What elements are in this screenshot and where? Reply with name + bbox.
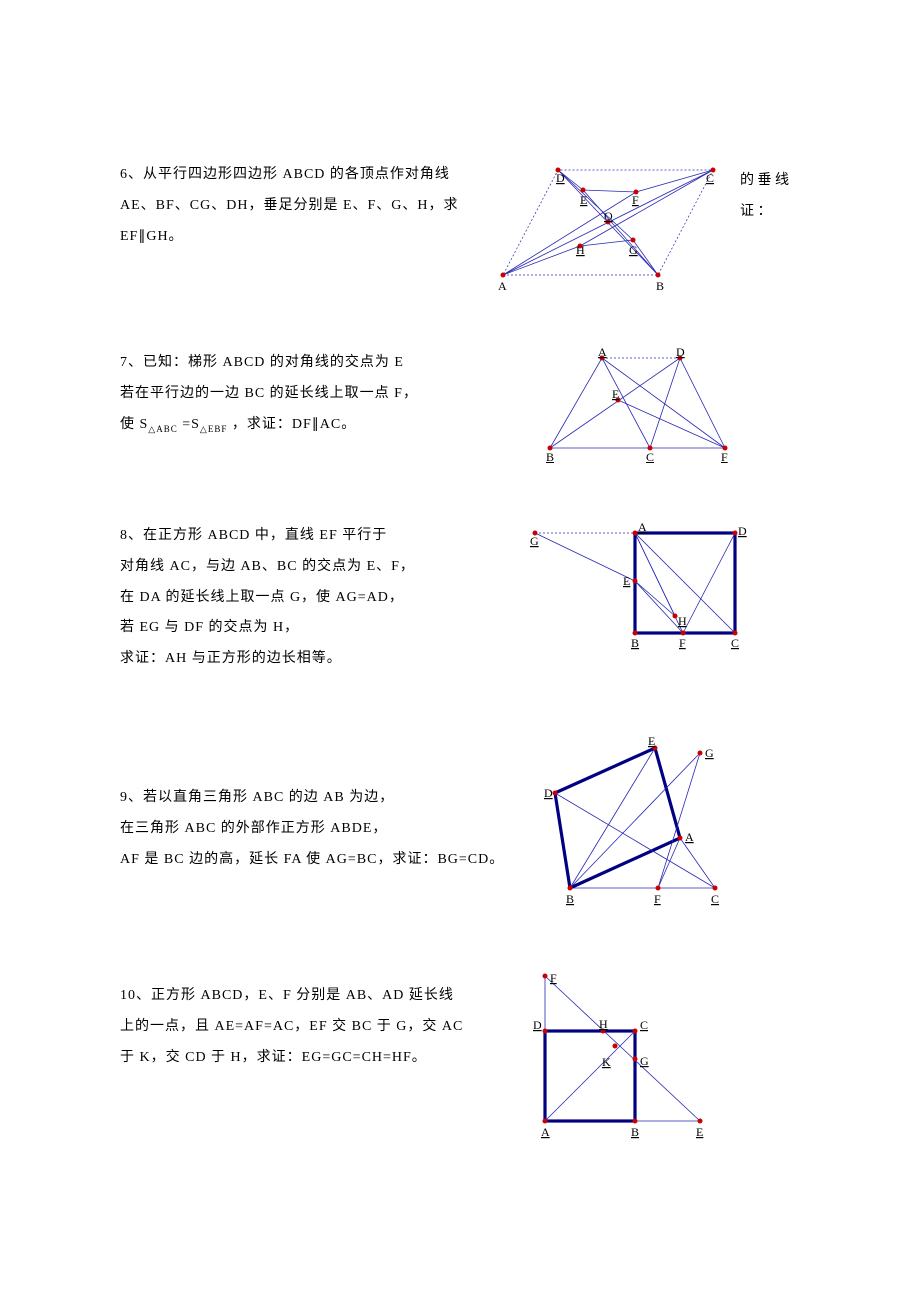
p8-line4: 若 EG 与 DF 的交点为 H， xyxy=(120,613,460,644)
figure-7-label-d: D xyxy=(676,348,685,359)
figure-6-label-h: H xyxy=(576,243,585,257)
figure-9-label-g: G xyxy=(705,746,714,760)
problem-9-figure: B C A F D E G xyxy=(540,733,735,908)
problem-10-text: 10、正方形 ABCD，E、F 分别是 AB、AD 延长线 上的一点，且 AE=… xyxy=(120,981,490,1073)
problem-6: 6、从平行四边形四边形 ABCD 的各顶点作对角线 AE、BF、CG、DH，垂足… xyxy=(120,160,810,290)
p7-l3-mid: =S xyxy=(178,417,200,432)
figure-10-label-e: E xyxy=(696,1125,703,1139)
figure-7-svg: A D B C F E xyxy=(540,348,740,463)
figure-6-label-f: F xyxy=(632,193,639,207)
p7-l3-sub2: △EBF xyxy=(200,423,227,433)
p9-line3: AF 是 BC 边的高，延长 FA 使 AG=BC，求证：BG=CD。 xyxy=(120,845,530,876)
figure-10-label-d: D xyxy=(533,1018,542,1032)
p8-line5: 求证：AH 与正方形的边长相等。 xyxy=(120,644,460,675)
figure-7-label-c: C xyxy=(646,450,654,463)
figure-8-label-e: E xyxy=(623,574,630,588)
p10-line3: 于 K，交 CD 于 H，求证：EG=GC=CH=HF。 xyxy=(120,1043,490,1074)
p10-line1: 10、正方形 ABCD，E、F 分别是 AB、AD 延长线 xyxy=(120,981,490,1012)
p8-line2: 对角线 AC，与边 AB、BC 的交点为 E、F， xyxy=(120,552,460,583)
figure-10-label-b: B xyxy=(631,1125,639,1139)
figure-8-label-d: D xyxy=(738,524,747,538)
figure-6-label-o: O xyxy=(604,209,613,223)
figure-9-label-c: C xyxy=(711,892,719,906)
figure-8-label-b: B xyxy=(631,636,639,650)
figure-10-svg: A B C D E F G H K xyxy=(520,966,720,1141)
figure-7-label-f: F xyxy=(721,450,728,463)
problem-8-text: 8、在正方形 ABCD 中，直线 EF 平行于 对角线 AC，与边 AB、BC … xyxy=(120,521,460,675)
figure-8-label-h: H xyxy=(678,614,687,628)
figure-7-label-a: A xyxy=(598,348,607,359)
p9-line2: 在三角形 ABC 的外部作正方形 ABDE， xyxy=(120,814,530,845)
problem-9: 9、若以直角三角形 ABC 的边 AB 为边， 在三角形 ABC 的外部作正方形… xyxy=(120,733,810,908)
figure-10-label-g: G xyxy=(640,1054,649,1068)
p8-line1: 8、在正方形 ABCD 中，直线 EF 平行于 xyxy=(120,521,460,552)
figure-8-svg: G A D B C E F H xyxy=(520,521,755,651)
figure-6-svg: A B C D E F G H O xyxy=(488,160,728,290)
problem-7-text: 7、已知：梯形 ABCD 的对角线的交点为 E 若在平行边的一边 BC 的延长线… xyxy=(120,348,460,440)
figure-8-label-g: G xyxy=(530,534,539,548)
figure-9-label-d: D xyxy=(544,786,553,800)
problem-9-text: 9、若以直角三角形 ABC 的边 AB 为边， 在三角形 ABC 的外部作正方形… xyxy=(120,783,530,875)
p10-line2: 上的一点，且 AE=AF=AC，EF 交 BC 于 G，交 AC xyxy=(120,1012,490,1043)
figure-10-label-c: C xyxy=(640,1018,648,1032)
p7-l3-sub1: △ABC xyxy=(148,423,177,433)
problem-8: 8、在正方形 ABCD 中，直线 EF 平行于 对角线 AC，与边 AB、BC … xyxy=(120,521,810,675)
page: 6、从平行四边形四边形 ABCD 的各顶点作对角线 AE、BF、CG、DH，垂足… xyxy=(0,0,920,1259)
figure-7-label-e: E xyxy=(612,387,619,401)
p7-l3-post: ，求证：DF∥AC。 xyxy=(227,417,356,432)
figure-8-label-c: C xyxy=(731,636,739,650)
problem-7: 7、已知：梯形 ABCD 的对角线的交点为 E 若在平行边的一边 BC 的延长线… xyxy=(120,348,810,463)
figure-10-label-a: A xyxy=(541,1125,550,1139)
problem-10: 10、正方形 ABCD，E、F 分别是 AB、AD 延长线 上的一点，且 AE=… xyxy=(120,966,810,1141)
p7-l3-pre: 使 S xyxy=(120,417,148,432)
figure-7-label-b: B xyxy=(546,450,554,463)
problem-6-figure: A B C D E F G H O xyxy=(488,160,728,290)
figure-6-label-g: G xyxy=(629,243,638,257)
figure-9-label-e: E xyxy=(648,734,655,748)
figure-6-label-d: D xyxy=(556,171,565,185)
p6-line1: 6、从平行四边形四边形 ABCD 的各顶点作对角线 xyxy=(120,160,480,191)
p6-hang1: 的 垂 线 xyxy=(740,166,789,197)
figure-8-label-a: A xyxy=(638,521,647,534)
p7-line1: 7、已知：梯形 ABCD 的对角线的交点为 E xyxy=(120,348,460,379)
figure-9-label-b: B xyxy=(566,892,574,906)
problem-8-figure: G A D B C E F H xyxy=(520,521,755,651)
figure-8-label-f: F xyxy=(679,636,686,650)
figure-9-label-a: A xyxy=(685,830,694,844)
figure-10-label-f: F xyxy=(550,971,557,985)
figure-6-label-e: E xyxy=(580,193,587,207)
problem-7-figure: A D B C F E xyxy=(540,348,740,463)
figure-10-label-k: K xyxy=(602,1055,611,1069)
p7-line2: 若在平行边的一边 BC 的延长线上取一点 F， xyxy=(120,379,460,410)
p8-line3: 在 DA 的延长线上取一点 G，使 AG=AD， xyxy=(120,583,460,614)
p6-hang2: 证 ： xyxy=(740,197,772,228)
figure-10-label-h: H xyxy=(599,1017,608,1031)
figure-6-label-a: A xyxy=(498,279,507,290)
p9-line1: 9、若以直角三角形 ABC 的边 AB 为边， xyxy=(120,783,530,814)
figure-6-label-c: C xyxy=(706,171,714,185)
problem-10-figure: A B C D E F G H K xyxy=(520,966,720,1141)
figure-6-label-b: B xyxy=(656,279,664,290)
p7-line3: 使 S△ABC =S△EBF ，求证：DF∥AC。 xyxy=(120,410,460,441)
figure-9-label-f: F xyxy=(654,892,661,906)
problem-6-text: 6、从平行四边形四边形 ABCD 的各顶点作对角线 AE、BF、CG、DH，垂足… xyxy=(120,160,480,252)
p6-line3: EF∥GH。 xyxy=(120,222,480,253)
p6-line2: AE、BF、CG、DH，垂足分别是 E、F、G、H，求 xyxy=(120,191,480,222)
figure-9-svg: B C A F D E G xyxy=(540,733,735,908)
